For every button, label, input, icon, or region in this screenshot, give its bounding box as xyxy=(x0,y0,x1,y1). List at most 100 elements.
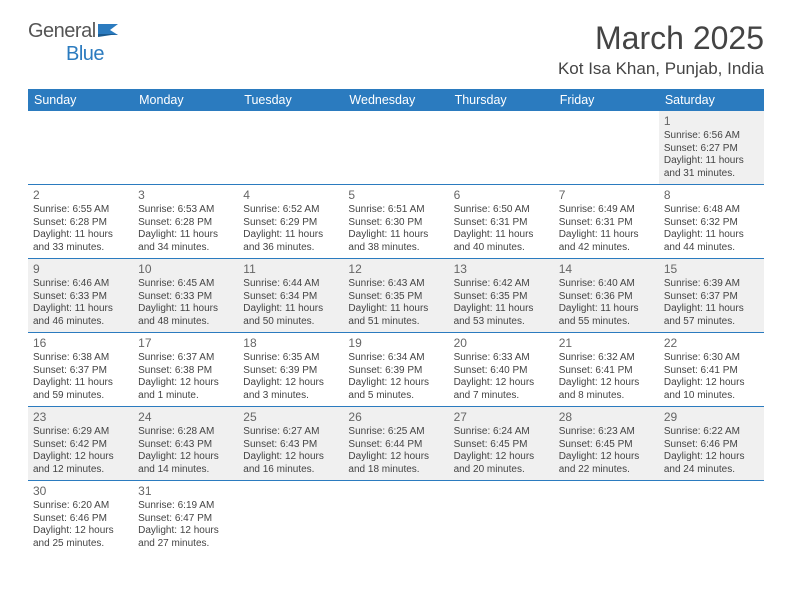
sunset-line: Sunset: 6:38 PM xyxy=(138,365,233,378)
day-number: 20 xyxy=(454,336,549,351)
sunset-line: Sunset: 6:44 PM xyxy=(348,439,443,452)
calendar-row: 1Sunrise: 6:56 AMSunset: 6:27 PMDaylight… xyxy=(28,111,764,185)
sunrise-line: Sunrise: 6:46 AM xyxy=(33,278,128,291)
daylight-line: Daylight: 12 hours and 5 minutes. xyxy=(348,377,443,402)
sunset-line: Sunset: 6:47 PM xyxy=(138,513,233,526)
calendar-cell xyxy=(554,111,659,185)
daylight-line: Daylight: 11 hours and 44 minutes. xyxy=(664,229,759,254)
day-header: Thursday xyxy=(449,89,554,111)
sunrise-line: Sunrise: 6:22 AM xyxy=(664,426,759,439)
daylight-line: Daylight: 11 hours and 34 minutes. xyxy=(138,229,233,254)
sunrise-line: Sunrise: 6:33 AM xyxy=(454,352,549,365)
calendar-cell: 20Sunrise: 6:33 AMSunset: 6:40 PMDayligh… xyxy=(449,333,554,407)
flag-icon xyxy=(98,20,120,34)
calendar-body: 1Sunrise: 6:56 AMSunset: 6:27 PMDaylight… xyxy=(28,111,764,554)
daylight-line: Daylight: 11 hours and 38 minutes. xyxy=(348,229,443,254)
calendar-table: SundayMondayTuesdayWednesdayThursdayFrid… xyxy=(28,89,764,554)
daylight-line: Daylight: 12 hours and 7 minutes. xyxy=(454,377,549,402)
sunset-line: Sunset: 6:33 PM xyxy=(33,291,128,304)
calendar-cell: 4Sunrise: 6:52 AMSunset: 6:29 PMDaylight… xyxy=(238,185,343,259)
calendar-cell xyxy=(659,481,764,555)
daylight-line: Daylight: 11 hours and 36 minutes. xyxy=(243,229,338,254)
calendar-row: 9Sunrise: 6:46 AMSunset: 6:33 PM Daylight… xyxy=(28,259,764,333)
sunset-line: Sunset: 6:27 PM xyxy=(664,143,759,156)
day-number: 13 xyxy=(454,262,549,277)
sunrise-line: Sunrise: 6:24 AM xyxy=(454,426,549,439)
calendar-cell: 16Sunrise: 6:38 AMSunset: 6:37 PMDayligh… xyxy=(28,333,133,407)
calendar-cell: 21Sunrise: 6:32 AMSunset: 6:41 PMDayligh… xyxy=(554,333,659,407)
day-number: 10 xyxy=(138,262,233,277)
logo: GeneralBlue xyxy=(28,20,120,66)
day-header: Friday xyxy=(554,89,659,111)
daylight-line: Daylight: 12 hours and 14 minutes. xyxy=(138,451,233,476)
day-number: 27 xyxy=(454,410,549,425)
day-number: 24 xyxy=(138,410,233,425)
day-number: 9 xyxy=(33,262,128,277)
sunrise-line: Sunrise: 6:29 AM xyxy=(33,426,128,439)
day-number: 14 xyxy=(559,262,654,277)
day-number: 7 xyxy=(559,188,654,203)
day-number: 3 xyxy=(138,188,233,203)
sunrise-line: Sunrise: 6:51 AM xyxy=(348,204,443,217)
day-header: Monday xyxy=(133,89,238,111)
sunset-line: Sunset: 6:43 PM xyxy=(243,439,338,452)
sunrise-line: Sunrise: 6:27 AM xyxy=(243,426,338,439)
daylight-line: Daylight: 11 hours and 33 minutes. xyxy=(33,229,128,254)
daylight-line: Daylight: 11 hours and 31 minutes. xyxy=(664,155,759,180)
logo-text-gray: General xyxy=(28,20,96,42)
calendar-cell: 22Sunrise: 6:30 AMSunset: 6:41 PMDayligh… xyxy=(659,333,764,407)
sunrise-line: Sunrise: 6:35 AM xyxy=(243,352,338,365)
day-header: Sunday xyxy=(28,89,133,111)
day-number: 19 xyxy=(348,336,443,351)
day-number: 1 xyxy=(664,114,759,129)
calendar-cell xyxy=(554,481,659,555)
sunrise-line: Sunrise: 6:42 AM xyxy=(454,278,549,291)
day-number: 29 xyxy=(664,410,759,425)
daylight-line: Daylight: 11 hours and 51 minutes. xyxy=(348,303,443,328)
daylight-line: Daylight: 12 hours and 25 minutes. xyxy=(33,525,128,550)
day-number: 28 xyxy=(559,410,654,425)
calendar-cell: 3Sunrise: 6:53 AMSunset: 6:28 PMDaylight… xyxy=(133,185,238,259)
sunset-line: Sunset: 6:28 PM xyxy=(138,217,233,230)
daylight-line: Daylight: 12 hours and 22 minutes. xyxy=(559,451,654,476)
day-header: Tuesday xyxy=(238,89,343,111)
sunrise-line: Sunrise: 6:56 AM xyxy=(664,130,759,143)
daylight-line: Daylight: 11 hours and 48 minutes. xyxy=(138,303,233,328)
calendar-row: 2Sunrise: 6:55 AMSunset: 6:28 PMDaylight… xyxy=(28,185,764,259)
calendar-cell xyxy=(343,481,448,555)
day-number: 15 xyxy=(664,262,759,277)
calendar-cell: 9Sunrise: 6:46 AMSunset: 6:33 PMDaylight… xyxy=(28,259,133,333)
calendar-cell: 2Sunrise: 6:55 AMSunset: 6:28 PMDaylight… xyxy=(28,185,133,259)
sunset-line: Sunset: 6:43 PM xyxy=(138,439,233,452)
sunset-line: Sunset: 6:28 PM xyxy=(33,217,128,230)
daylight-line: Daylight: 11 hours and 57 minutes. xyxy=(664,303,759,328)
sunset-line: Sunset: 6:40 PM xyxy=(454,365,549,378)
calendar-cell: 30Sunrise: 6:20 AMSunset: 6:46 PMDayligh… xyxy=(28,481,133,555)
sunrise-line: Sunrise: 6:50 AM xyxy=(454,204,549,217)
calendar-cell: 25Sunrise: 6:27 AMSunset: 6:43 PMDayligh… xyxy=(238,407,343,481)
sunset-line: Sunset: 6:34 PM xyxy=(243,291,338,304)
calendar-cell xyxy=(133,111,238,185)
sunset-line: Sunset: 6:46 PM xyxy=(33,513,128,526)
sunset-line: Sunset: 6:32 PM xyxy=(664,217,759,230)
calendar-cell: 28Sunrise: 6:23 AMSunset: 6:45 PMDayligh… xyxy=(554,407,659,481)
sunset-line: Sunset: 6:36 PM xyxy=(559,291,654,304)
daylight-line: Daylight: 12 hours and 24 minutes. xyxy=(664,451,759,476)
daylight-line: Daylight: 12 hours and 3 minutes. xyxy=(243,377,338,402)
title-block: March 2025 Kot Isa Khan, Punjab, India xyxy=(558,20,764,79)
calendar-cell: 15Sunrise: 6:39 AMSunset: 6:37 PMDayligh… xyxy=(659,259,764,333)
sunrise-line: Sunrise: 6:55 AM xyxy=(33,204,128,217)
calendar-cell xyxy=(449,111,554,185)
sunset-line: Sunset: 6:37 PM xyxy=(33,365,128,378)
sunrise-line: Sunrise: 6:28 AM xyxy=(138,426,233,439)
calendar-cell: 26Sunrise: 6:25 AMSunset: 6:44 PMDayligh… xyxy=(343,407,448,481)
day-header: Saturday xyxy=(659,89,764,111)
day-header: Wednesday xyxy=(343,89,448,111)
calendar-cell: 6Sunrise: 6:50 AMSunset: 6:31 PMDaylight… xyxy=(449,185,554,259)
sunrise-line: Sunrise: 6:45 AM xyxy=(138,278,233,291)
daylight-line: Daylight: 12 hours and 16 minutes. xyxy=(243,451,338,476)
day-number: 25 xyxy=(243,410,338,425)
day-number: 26 xyxy=(348,410,443,425)
day-number: 5 xyxy=(348,188,443,203)
sunset-line: Sunset: 6:37 PM xyxy=(664,291,759,304)
